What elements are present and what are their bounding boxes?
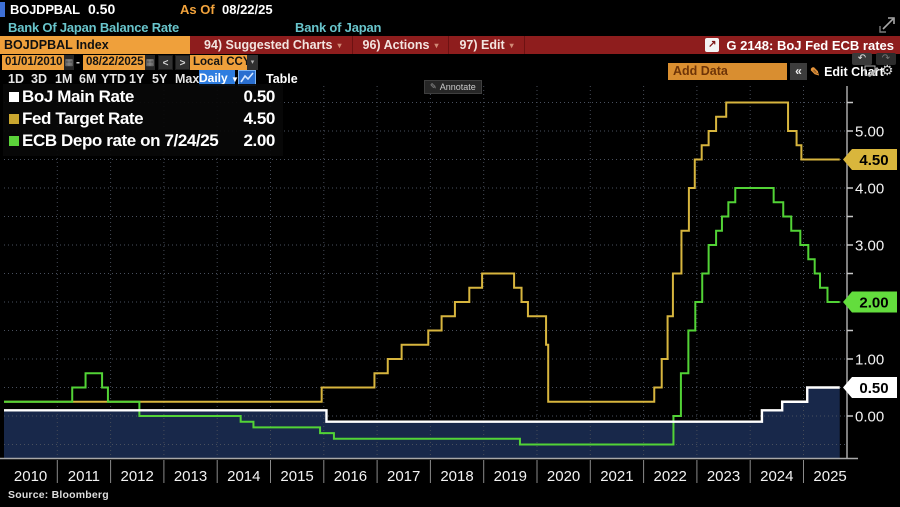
axis-badge-label: 0.50 — [859, 380, 888, 397]
y-axis-label: 1.00 — [855, 352, 884, 369]
pencil-icon: ✎ — [810, 64, 821, 79]
x-axis-label: 2022 — [654, 468, 687, 485]
security-name: Bank Of Japan Balance Rate — [8, 20, 180, 35]
x-axis-label: 2020 — [547, 468, 580, 485]
frequency-select[interactable]: Daily ▼ — [199, 70, 239, 86]
legend-value: 4.50 — [243, 109, 276, 128]
range-separator: - — [76, 55, 80, 69]
export-icon[interactable]: ↗ — [705, 38, 720, 52]
chevron-down-icon: ▾ — [337, 40, 342, 50]
rates-chart: 2010 2011 2012 2013 2014 2015 2016 2017 2018 2019… — [0, 86, 897, 485]
legend-label: ECB Depo rate on 7/24/25 — [22, 131, 219, 150]
legend-label: BoJ Main Rate — [22, 87, 134, 106]
x-axis-label: 2012 — [121, 468, 154, 485]
axis-badge — [852, 291, 897, 313]
last-value: 0.50 — [88, 1, 116, 17]
undo-button[interactable]: ↶ — [852, 53, 872, 65]
period-1m[interactable]: 1M — [55, 72, 73, 86]
y-axis-label: 4.00 — [855, 181, 884, 198]
x-axis-label: 2013 — [174, 468, 207, 485]
period-5y[interactable]: 5Y — [152, 72, 168, 86]
date-to-field[interactable]: 08/22/2025 — [83, 55, 147, 70]
legend-value: 2.00 — [243, 131, 276, 150]
y-axis-label: 0.00 — [855, 409, 884, 426]
table-button[interactable]: Table — [266, 72, 298, 86]
legend-row-fed[interactable]: Fed Target Rate 4.50 — [9, 108, 275, 130]
axis-badge-label: 2.00 — [859, 295, 888, 312]
calendar-icon[interactable]: ▦ — [145, 55, 155, 70]
period-ytd[interactable]: YTD — [101, 72, 126, 86]
y-axis-label: 3.00 — [855, 238, 884, 255]
command-menu: 94) Suggested Charts ▾ 96) Actions ▾ 97)… — [194, 36, 525, 54]
x-axis-label: 2021 — [600, 468, 633, 485]
x-axis-label: 2024 — [760, 468, 793, 485]
chevron-down-icon: ▾ — [509, 40, 514, 50]
pencil-icon: ✎ — [430, 82, 437, 91]
x-axis-label: 2018 — [440, 468, 473, 485]
x-axis-label: 2011 — [68, 468, 100, 485]
axis-badge-arrow — [843, 149, 852, 170]
as-of-label: As Of — [180, 2, 215, 17]
index-field[interactable]: BOJDPBAL Index — [0, 36, 190, 54]
range-prev-button[interactable]: < — [158, 55, 173, 70]
source-attribution: Source: Bloomberg — [8, 489, 109, 501]
series-line-0 — [4, 386, 840, 423]
currency-select[interactable]: Local CCY — [190, 55, 254, 70]
legend-row-boj[interactable]: BoJ Main Rate 0.50 — [9, 86, 275, 108]
menu-actions[interactable]: 96) Actions ▾ — [353, 36, 450, 54]
series-line-2 — [4, 187, 840, 446]
period-1y[interactable]: 1Y — [129, 72, 145, 86]
gear-icon[interactable]: ⚙ — [881, 62, 894, 78]
menu-edit[interactable]: 97) Edit ▾ — [449, 36, 525, 54]
collapse-panel-button[interactable]: « — [790, 63, 807, 80]
legend-label: Fed Target Rate — [22, 109, 144, 128]
menu-suggested-charts[interactable]: 94) Suggested Charts ▾ — [194, 36, 353, 54]
axis-badge — [852, 149, 897, 170]
legend-swatch-fed — [9, 114, 19, 124]
command-bar: BOJDPBAL Index 94) Suggested Charts ▾ 96… — [0, 36, 900, 54]
chart-legend: BoJ Main Rate 0.50 Fed Target Rate 4.50 … — [3, 84, 283, 156]
chart-settings-icon[interactable] — [864, 64, 879, 80]
axis-badge — [852, 377, 897, 398]
x-axis-label: 2023 — [707, 468, 740, 485]
legend-row-ecb[interactable]: ECB Depo rate on 7/24/25 2.00 — [9, 130, 275, 152]
period-3d[interactable]: 3D — [31, 72, 47, 86]
x-axis-label: 2025 — [813, 468, 846, 485]
x-axis-label: 2015 — [280, 468, 313, 485]
period-1d[interactable]: 1D — [8, 72, 24, 86]
chart-tag[interactable]: ↗ G 2148: BoJ Fed ECB rates — [705, 38, 894, 53]
x-axis-label: 2019 — [494, 468, 527, 485]
date-from-field[interactable]: 01/01/2010 — [2, 55, 66, 70]
issuer-name: Bank of Japan — [295, 20, 382, 35]
x-axis-label: 2014 — [227, 468, 260, 485]
currency-caret[interactable]: ▾ — [247, 55, 258, 70]
redo-button[interactable]: ↷ — [876, 53, 896, 65]
axis-badge-arrow — [843, 377, 852, 398]
period-6m[interactable]: 6M — [79, 72, 97, 86]
security-color-tag — [0, 2, 5, 17]
period-max[interactable]: Max — [175, 72, 200, 86]
chevron-down-icon: ▾ — [434, 40, 439, 50]
chart-area[interactable]: 2010 2011 2012 2013 2014 2015 2016 2017 2018 2019… — [0, 80, 900, 507]
chevron-down-icon: ▼ — [231, 75, 239, 84]
as-of-date: 08/22/25 — [222, 2, 273, 17]
legend-value: 0.50 — [243, 87, 276, 106]
calendar-icon[interactable]: ▦ — [64, 55, 74, 70]
annotate-button[interactable]: ✎ Annotate — [424, 80, 482, 94]
x-axis-label: 2010 — [14, 468, 47, 485]
series-line-1 — [4, 101, 840, 403]
x-axis-label: 2017 — [387, 468, 420, 485]
x-axis-label: 2016 — [334, 468, 367, 485]
axis-badge-arrow — [843, 291, 852, 313]
ticker-symbol: BOJDPBAL — [10, 2, 80, 17]
legend-swatch-boj — [9, 92, 19, 102]
y-axis-label: 5.00 — [855, 124, 884, 141]
axis-badge-label: 4.50 — [859, 152, 888, 169]
resize-icon[interactable] — [876, 16, 896, 39]
legend-swatch-ecb — [9, 136, 19, 146]
range-next-button[interactable]: > — [175, 55, 190, 70]
add-data-input[interactable]: Add Data — [668, 63, 787, 80]
